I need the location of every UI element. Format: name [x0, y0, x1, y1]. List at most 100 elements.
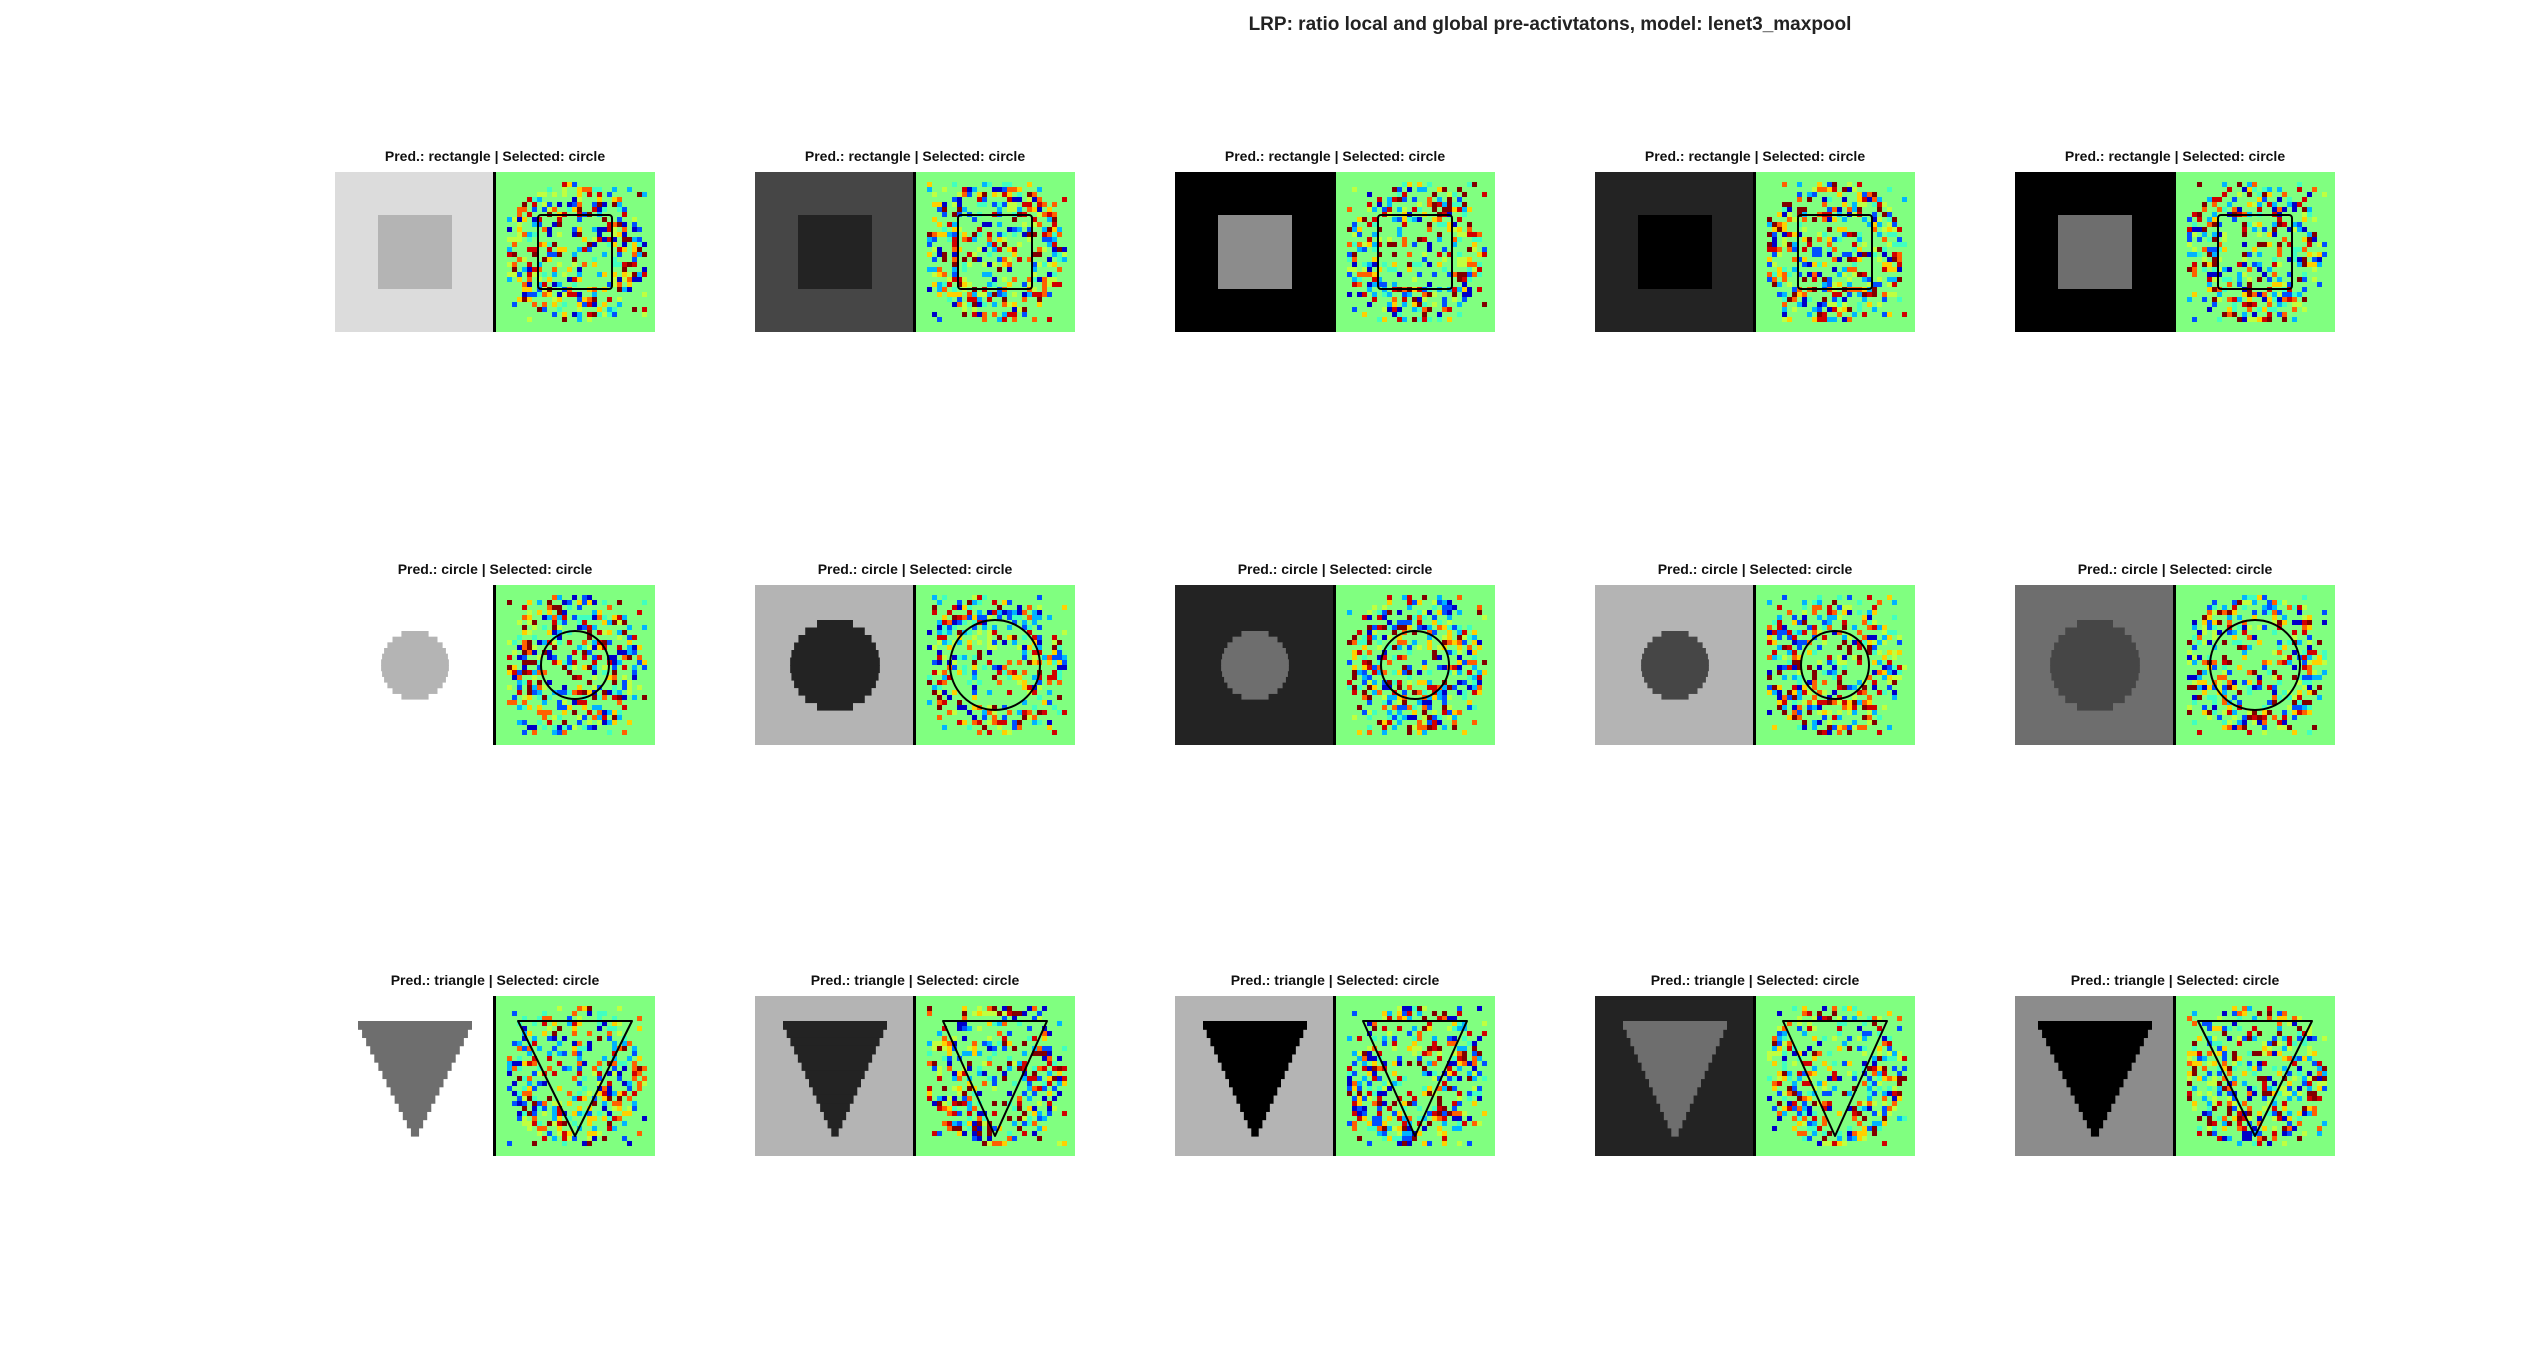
figure-panel: Pred.: rectangle | Selected: circle [1595, 148, 1915, 333]
figure-panel: Pred.: triangle | Selected: circle [755, 972, 1075, 1157]
divider [913, 585, 916, 745]
divider [493, 172, 496, 332]
relevance-heatmap [2176, 996, 2335, 1156]
divider [1753, 585, 1756, 745]
panel-title: Pred.: circle | Selected: circle [817, 561, 1013, 577]
input-image [2015, 585, 2175, 745]
relevance-heatmap [496, 585, 655, 745]
input-image [755, 996, 915, 1156]
divider [1753, 996, 1756, 1156]
figure-panel: Pred.: circle | Selected: circle [1595, 561, 1915, 746]
input-image [1175, 585, 1335, 745]
panel-title: Pred.: triangle | Selected: circle [1230, 972, 1440, 988]
shape-outline [517, 1020, 633, 1137]
relevance-heatmap [496, 996, 655, 1156]
panel-image-pair [1175, 996, 1495, 1156]
panel-title: Pred.: rectangle | Selected: circle [1224, 148, 1446, 164]
relevance-heatmap [1336, 996, 1495, 1156]
rectangle-shape [378, 215, 452, 289]
shape-outline [1797, 214, 1873, 290]
relevance-heatmap [916, 172, 1075, 332]
panel-image-pair [335, 172, 655, 332]
circle-shape [2050, 620, 2140, 711]
panel-title: Pred.: rectangle | Selected: circle [804, 148, 1026, 164]
input-image [755, 585, 915, 745]
shape-outline [2197, 1020, 2313, 1137]
relevance-heatmap [2176, 585, 2335, 745]
shape-outline [537, 214, 613, 290]
panel-image-pair [1595, 585, 1915, 745]
divider [1753, 172, 1756, 332]
relevance-heatmap [1756, 996, 1915, 1156]
figure-panel: Pred.: rectangle | Selected: circle [335, 148, 655, 333]
input-image [1175, 996, 1335, 1156]
divider [1333, 996, 1336, 1156]
shape-outline [1377, 214, 1453, 290]
relevance-heatmap [2176, 172, 2335, 332]
rectangle-shape [1218, 215, 1292, 289]
figure-panel: Pred.: circle | Selected: circle [755, 561, 1075, 746]
relevance-heatmap [1756, 172, 1915, 332]
input-image [1595, 996, 1755, 1156]
figure-title: LRP: ratio local and global pre-activtat… [1248, 14, 1852, 35]
divider [2173, 996, 2176, 1156]
relevance-heatmap [1336, 172, 1495, 332]
input-image [1595, 585, 1755, 745]
figure-panel: Pred.: triangle | Selected: circle [335, 972, 655, 1157]
circle-shape [1221, 631, 1289, 700]
figure-panel: Pred.: circle | Selected: circle [2015, 561, 2335, 746]
shape-outline [957, 214, 1033, 290]
divider [913, 996, 916, 1156]
input-image [2015, 996, 2175, 1156]
triangle-shape [1623, 1021, 1727, 1137]
divider [2173, 172, 2176, 332]
panel-title: Pred.: triangle | Selected: circle [2070, 972, 2280, 988]
panel-image-pair [1175, 585, 1495, 745]
figure-panel: Pred.: rectangle | Selected: circle [2015, 148, 2335, 333]
shape-outline [942, 1020, 1048, 1137]
panel-image-pair [755, 585, 1075, 745]
input-image [335, 585, 495, 745]
figure-panel: Pred.: triangle | Selected: circle [1175, 972, 1495, 1157]
input-image [1595, 172, 1755, 332]
circle-shape [790, 620, 880, 711]
divider [493, 585, 496, 745]
shape-outline [949, 619, 1041, 711]
rectangle-shape [1638, 215, 1712, 289]
input-image [1175, 172, 1335, 332]
figure-panel: Pred.: rectangle | Selected: circle [1175, 148, 1495, 333]
relevance-heatmap [496, 172, 655, 332]
rectangle-shape [2058, 215, 2132, 289]
figure-panel: Pred.: circle | Selected: circle [1175, 561, 1495, 746]
panel-image-pair [1175, 172, 1495, 332]
input-image [335, 172, 495, 332]
divider [1333, 585, 1336, 745]
circle-shape [381, 631, 449, 700]
panel-title: Pred.: triangle | Selected: circle [810, 972, 1020, 988]
shape-outline [540, 630, 610, 700]
input-image [755, 172, 915, 332]
panel-image-pair [2015, 585, 2335, 745]
panel-image-pair [335, 585, 655, 745]
panel-image-pair [2015, 172, 2335, 332]
relevance-heatmap [1336, 585, 1495, 745]
shape-outline [1800, 630, 1870, 700]
panel-image-pair [335, 996, 655, 1156]
shape-outline [2209, 619, 2301, 711]
relevance-heatmap [916, 585, 1075, 745]
divider [913, 172, 916, 332]
panel-title: Pred.: circle | Selected: circle [397, 561, 593, 577]
relevance-heatmap [916, 996, 1075, 1156]
input-image [2015, 172, 2175, 332]
shape-outline [1362, 1020, 1468, 1137]
triangle-shape [358, 1021, 472, 1137]
triangle-shape [783, 1021, 887, 1137]
panel-title: Pred.: triangle | Selected: circle [390, 972, 600, 988]
panel-title: Pred.: circle | Selected: circle [2077, 561, 2273, 577]
divider [2173, 585, 2176, 745]
panel-image-pair [755, 172, 1075, 332]
panel-image-pair [2015, 996, 2335, 1156]
figure-panel: Pred.: triangle | Selected: circle [2015, 972, 2335, 1157]
divider [1333, 172, 1336, 332]
panel-image-pair [755, 996, 1075, 1156]
